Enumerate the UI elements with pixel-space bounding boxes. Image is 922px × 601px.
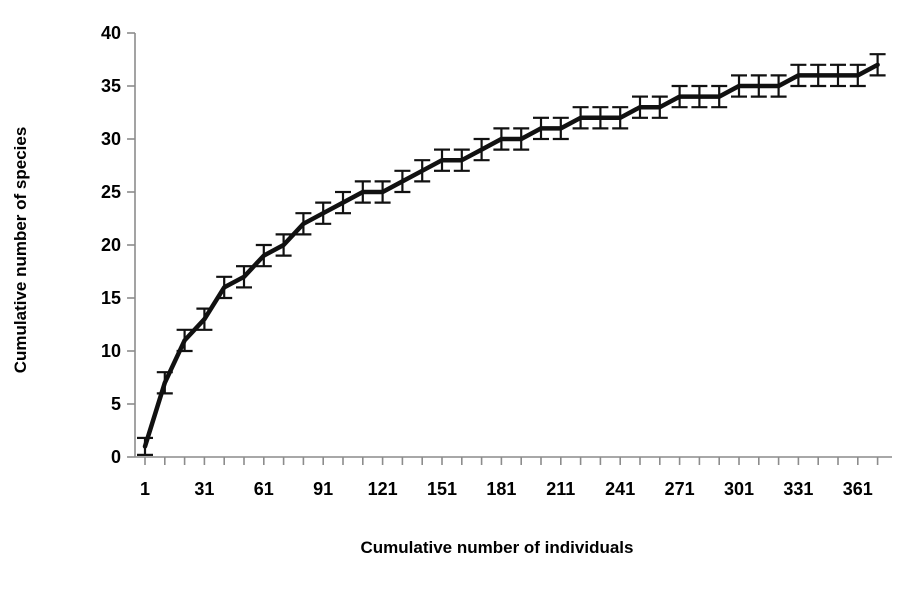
x-tick-label: 1	[140, 479, 150, 499]
x-tick-label: 151	[427, 479, 457, 499]
x-axis-title: Cumulative number of individuals	[361, 538, 634, 557]
x-tick-label: 361	[843, 479, 873, 499]
y-tick-label: 25	[101, 182, 121, 202]
x-tick-label: 91	[313, 479, 333, 499]
x-tick-label: 331	[783, 479, 813, 499]
y-tick-label: 10	[101, 341, 121, 361]
y-tick-label: 35	[101, 76, 121, 96]
y-tick-label: 15	[101, 288, 121, 308]
y-tick-label: 5	[111, 394, 121, 414]
x-tick-label: 121	[368, 479, 398, 499]
x-tick-label: 271	[665, 479, 695, 499]
y-tick-label: 30	[101, 129, 121, 149]
x-tick-label: 301	[724, 479, 754, 499]
y-axis-title: Cumulative number of species	[11, 127, 30, 374]
y-tick-label: 0	[111, 447, 121, 467]
axes-layer: 0 5 10 15 20 25 30 35 40 1 31 61 91 121 151 181 211 241 27…	[101, 23, 892, 499]
accumulation-curve	[142, 62, 880, 449]
y-tick-label: 20	[101, 235, 121, 255]
x-tick-label: 241	[605, 479, 635, 499]
x-tick-label: 181	[486, 479, 516, 499]
y-tick-label: 40	[101, 23, 121, 43]
x-tick-label: 61	[254, 479, 274, 499]
x-tick-label: 31	[194, 479, 214, 499]
x-tick-label: 211	[546, 479, 575, 499]
data-series-layer	[137, 53, 886, 456]
